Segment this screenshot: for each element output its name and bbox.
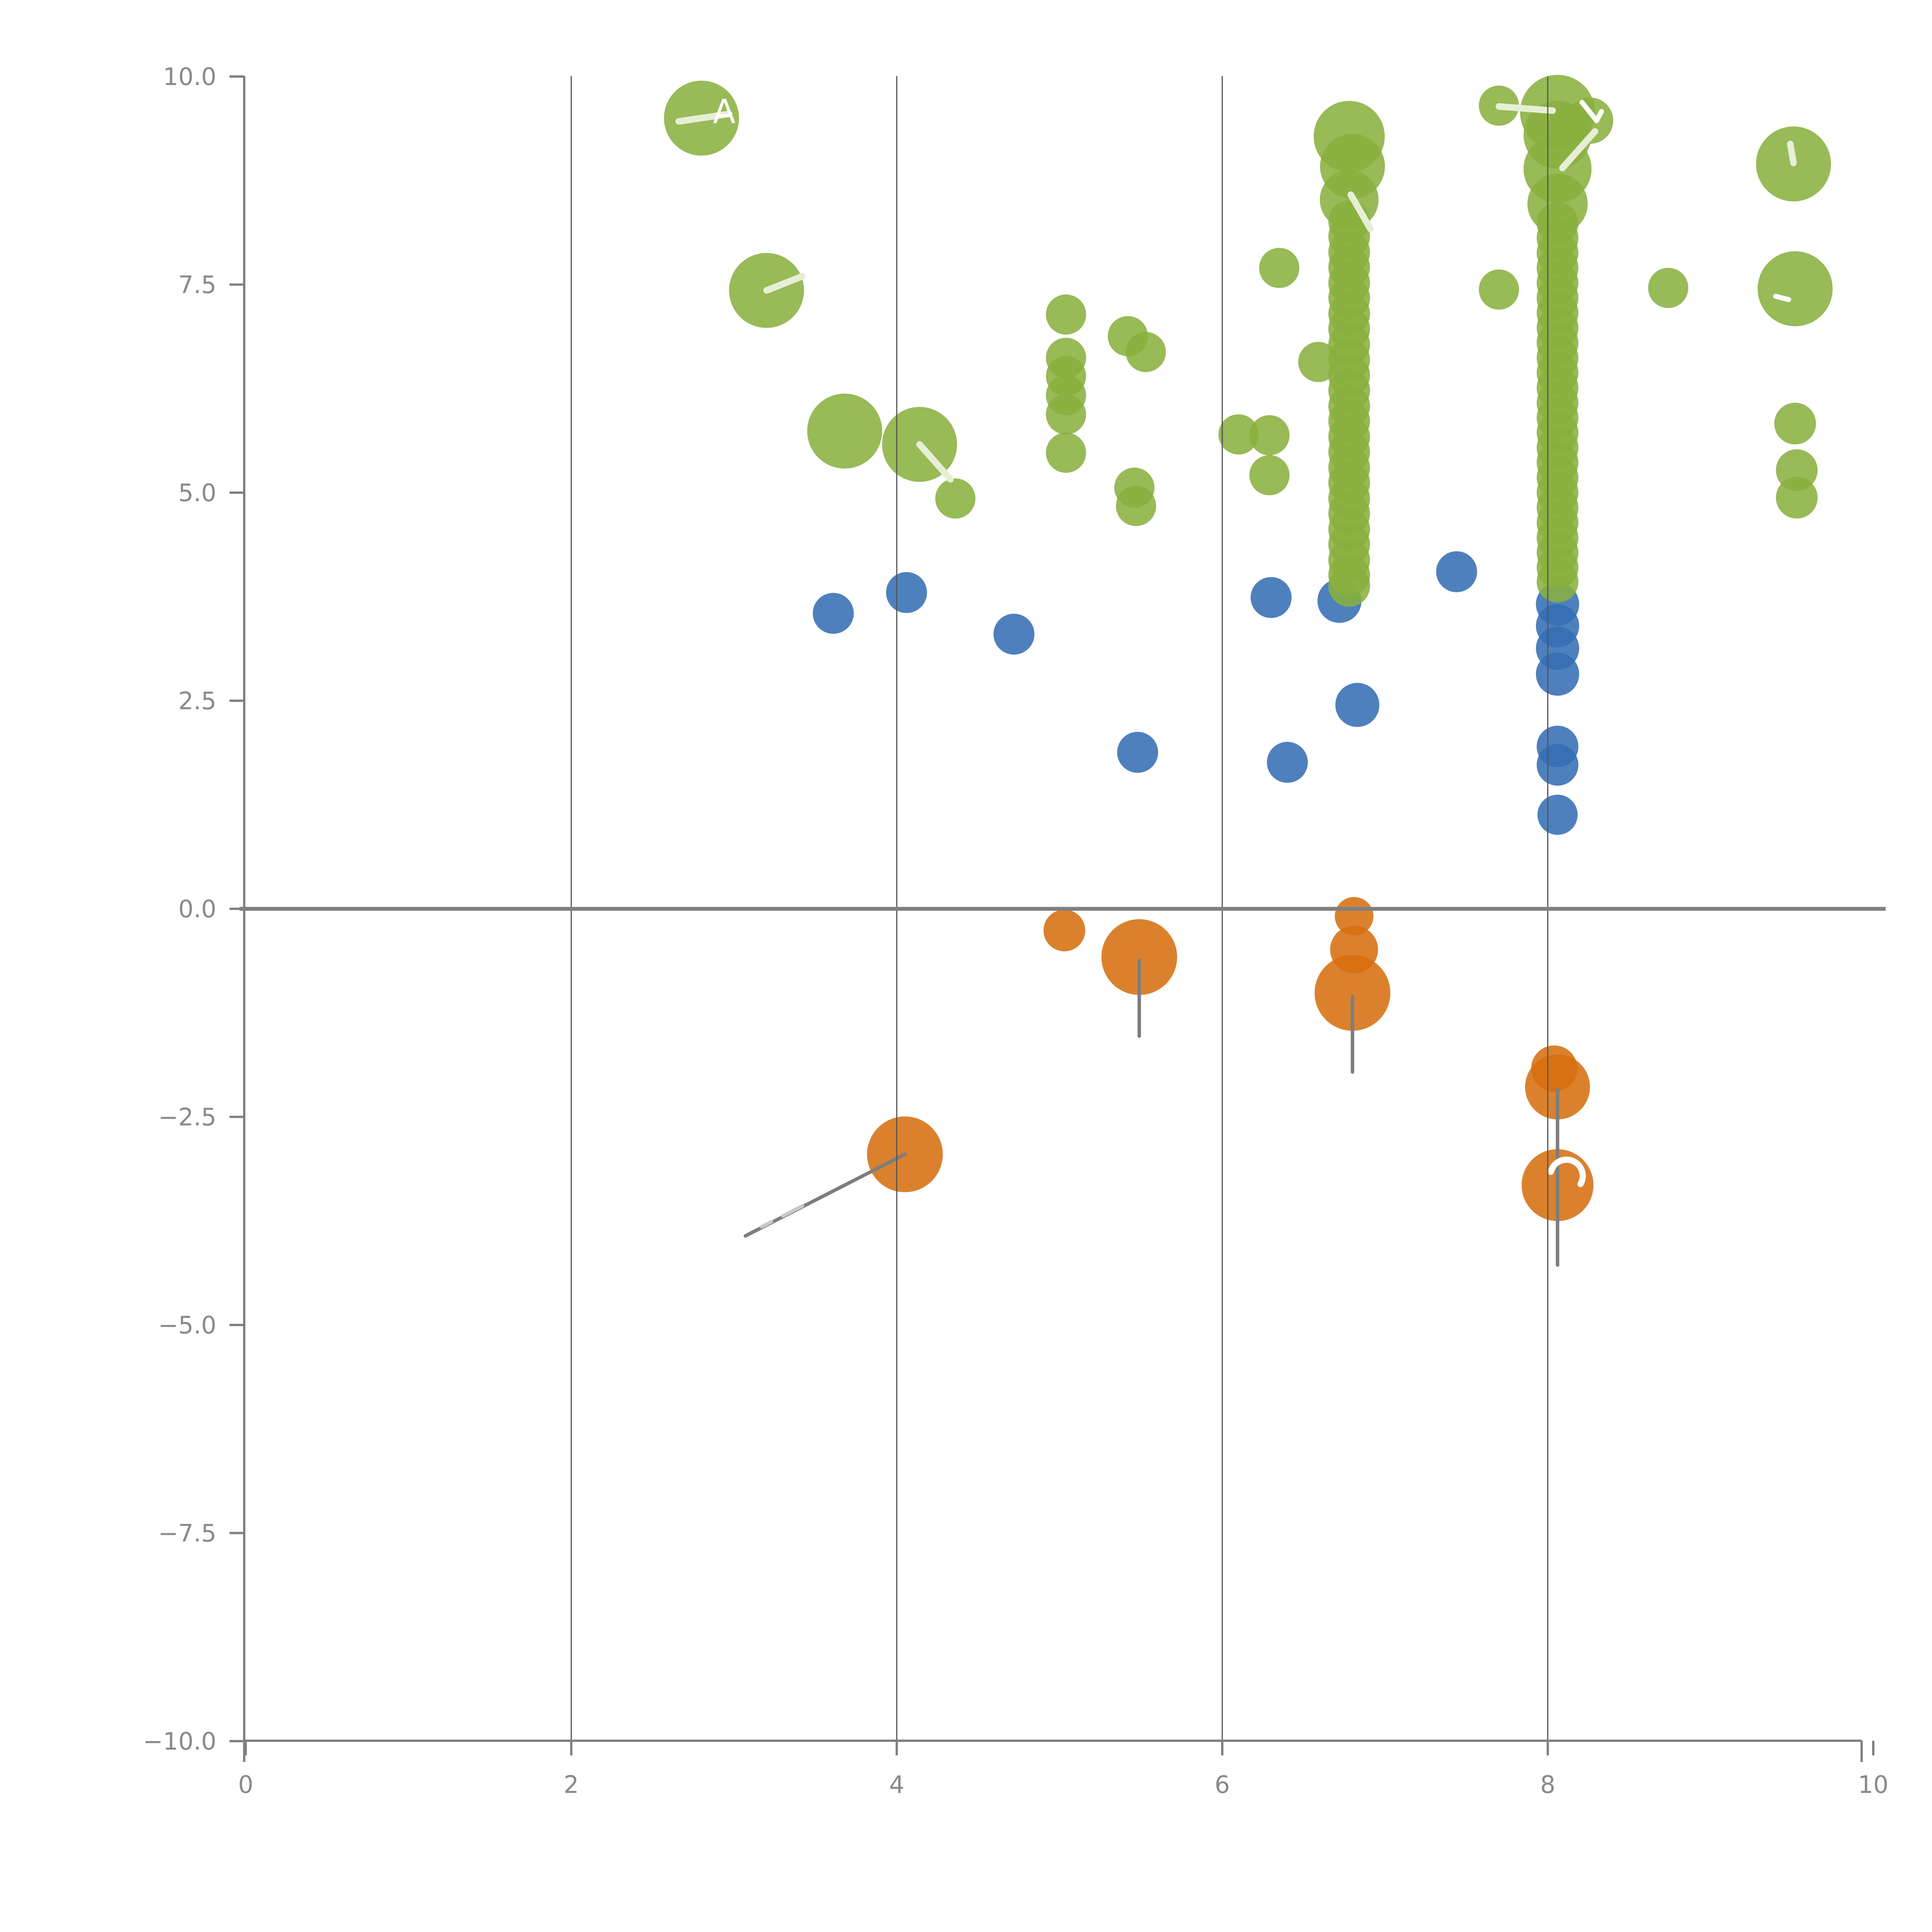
y-tick-label: −5.0: [158, 1311, 216, 1339]
blue-data-point[interactable]: [1537, 794, 1578, 835]
green-data-point[interactable]: [1249, 415, 1290, 456]
green-data-point[interactable]: [1648, 268, 1689, 308]
blue-data-point[interactable]: [1436, 551, 1477, 592]
green-data-point[interactable]: [1774, 403, 1816, 445]
blue-data-point[interactable]: [1536, 744, 1578, 786]
y-tick-label: 2.5: [178, 687, 216, 715]
edge-stroke: [763, 273, 806, 294]
x-tick-label: 6: [1214, 1770, 1230, 1799]
y-tick-label: 0.0: [178, 895, 216, 923]
y-tick-label: 7.5: [178, 271, 216, 299]
blue-data-point[interactable]: [993, 614, 1035, 655]
green-data-point[interactable]: [1328, 565, 1370, 607]
green-data-point[interactable]: [1046, 394, 1086, 435]
green-data-point[interactable]: [1126, 332, 1166, 372]
x-tick-label: 8: [1540, 1770, 1555, 1799]
green-data-point[interactable]: [1218, 414, 1259, 455]
green-data-point[interactable]: [1536, 561, 1578, 603]
green-data-point[interactable]: [1249, 455, 1290, 495]
green-data-point[interactable]: [807, 393, 882, 469]
y-tick-label: −7.5: [158, 1519, 216, 1548]
y-tick-label: −2.5: [158, 1103, 216, 1131]
x-tick-label: 0: [238, 1770, 253, 1799]
blue-data-point[interactable]: [813, 593, 854, 634]
blue-data-point[interactable]: [1536, 652, 1579, 696]
green-data-point[interactable]: [935, 478, 976, 519]
orange-data-point[interactable]: [1315, 955, 1391, 1031]
whisker-light-dash: [760, 1220, 773, 1229]
green-data-point[interactable]: [1298, 342, 1338, 382]
edge-stroke: [675, 111, 733, 125]
green-data-point[interactable]: [1776, 476, 1818, 519]
orange-data-point[interactable]: [1525, 1054, 1590, 1119]
edge-stroke: [1559, 128, 1599, 172]
blue-data-point[interactable]: [886, 572, 927, 613]
blue-data-point[interactable]: [1335, 683, 1379, 727]
green-data-point[interactable]: [1479, 269, 1519, 310]
blue-data-point[interactable]: [1250, 577, 1292, 618]
x-tick-label: 10: [1858, 1770, 1889, 1799]
y-tick-label: 10.0: [163, 63, 216, 91]
orange-data-point[interactable]: [1335, 897, 1374, 936]
white-crescent-fragment: [1548, 1156, 1586, 1187]
y-tick-label: 5.0: [178, 479, 216, 507]
green-data-point[interactable]: [1116, 486, 1156, 526]
edge-stroke: [916, 441, 954, 483]
blue-data-point[interactable]: [1267, 742, 1308, 783]
white-fragment-line: [1773, 294, 1791, 302]
white-fragment-line: [1594, 109, 1604, 123]
x-tick-label: 4: [889, 1770, 904, 1799]
blue-data-point[interactable]: [1117, 732, 1158, 773]
edge-stroke: [1787, 141, 1797, 167]
green-data-point[interactable]: [1046, 294, 1086, 335]
y-tick-label: −10.0: [143, 1727, 216, 1755]
green-data-point[interactable]: [1757, 251, 1833, 327]
node-label-A: A: [713, 93, 736, 131]
orange-data-point[interactable]: [1043, 910, 1085, 951]
green-data-point[interactable]: [1259, 248, 1299, 288]
whisker-light-dash: [781, 1204, 804, 1218]
orange-data-point[interactable]: [1101, 919, 1177, 995]
edge-stroke: [1347, 191, 1374, 232]
green-data-point[interactable]: [1046, 432, 1086, 473]
white-fragment-line: [1579, 100, 1599, 123]
edge-stroke: [1495, 103, 1556, 114]
x-tick-label: 2: [564, 1770, 579, 1799]
